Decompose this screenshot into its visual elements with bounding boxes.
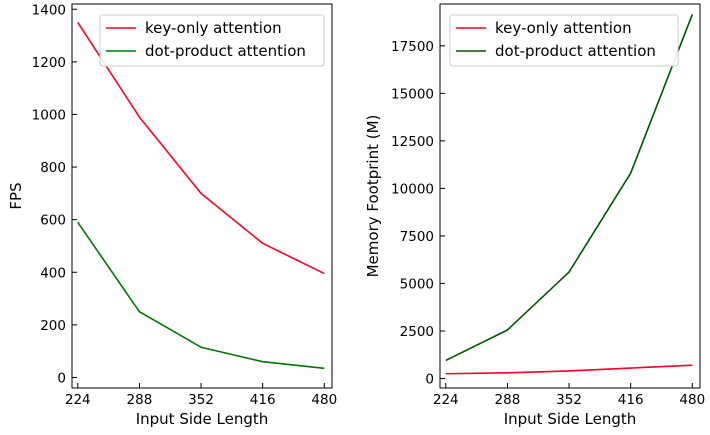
y-tick-label: 200 xyxy=(40,318,66,334)
legend-label: dot-product attention xyxy=(495,42,656,60)
y-tick-label: 1200 xyxy=(32,55,66,71)
x-tick-label: 416 xyxy=(250,392,276,408)
plot-frame xyxy=(71,3,333,389)
legend-label: dot-product attention xyxy=(145,42,306,60)
y-tick-label: 1400 xyxy=(32,2,66,18)
y-axis-label: Memory Footprint (M) xyxy=(364,115,382,278)
y-tick-label: 5000 xyxy=(400,276,434,292)
plot-frame xyxy=(439,3,701,389)
legend-label: key-only attention xyxy=(495,19,632,37)
y-tick-label: 2500 xyxy=(400,324,434,340)
y-tick-label: 800 xyxy=(40,160,66,176)
fps-series-key-only-line xyxy=(77,21,325,275)
x-tick-label: 352 xyxy=(556,392,582,408)
x-tick-label: 480 xyxy=(679,392,705,408)
fps-series-dot-product-line xyxy=(77,221,325,370)
legend-box xyxy=(99,14,325,67)
x-tick-label: 224 xyxy=(65,392,91,408)
y-tick-label: 0 xyxy=(57,370,66,386)
y-tick-label: 10000 xyxy=(391,181,434,197)
fps-chart: 224 288 352 416 480 0 200 400 600 800 1000 1200 1400… xyxy=(7,2,337,428)
x-tick-label: 288 xyxy=(127,392,153,408)
y-tick-label: 600 xyxy=(40,213,66,229)
y-tick-label: 0 xyxy=(425,371,434,387)
x-tick-label: 288 xyxy=(495,392,521,408)
legend-box xyxy=(449,14,679,67)
x-tick-label: 480 xyxy=(311,392,337,408)
x-tick-label: 224 xyxy=(433,392,459,408)
memory-series-dot-product-line xyxy=(445,14,694,362)
y-tick-label: 15000 xyxy=(391,86,434,102)
x-tick-label: 416 xyxy=(618,392,644,408)
y-tick-label: 7500 xyxy=(400,229,434,245)
y-tick-label: 12500 xyxy=(391,134,434,150)
x-tick-label: 352 xyxy=(188,392,214,408)
memory-chart: 224 288 352 416 480 0 2500 5000 7500 10000 12500 15… xyxy=(364,3,705,428)
x-axis-label: Input Side Length xyxy=(136,410,269,428)
memory-series-key-only-line xyxy=(445,364,693,375)
x-axis-label: Input Side Length xyxy=(504,410,637,428)
y-axis-label: FPS xyxy=(7,182,25,209)
y-tick-label: 1000 xyxy=(32,107,66,123)
y-tick-label: 400 xyxy=(40,265,66,281)
y-tick-label: 17500 xyxy=(391,39,434,55)
legend-label: key-only attention xyxy=(145,19,282,37)
